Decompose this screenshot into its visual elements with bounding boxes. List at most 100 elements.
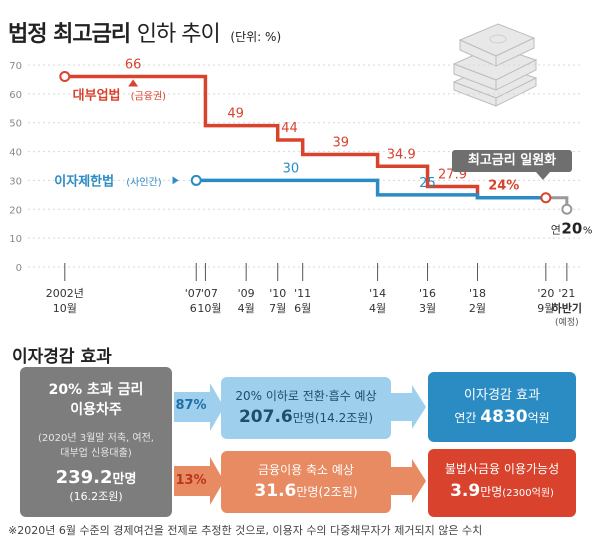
unified-end-marker (561, 203, 573, 215)
lender-value-label: 49 (227, 107, 244, 122)
x-tick-label-top: '16 (419, 287, 436, 300)
lender-law-line (64, 74, 546, 200)
y-tick-label: 70 (9, 61, 22, 72)
x-tick-label-bottom: 4월 (369, 302, 386, 315)
y-tick-label: 50 (9, 119, 22, 130)
x-tick-label-top: '07 (185, 287, 202, 300)
bottom-result-unit: 만명 (480, 485, 503, 499)
y-tick-label: 40 (9, 148, 22, 159)
y-tick-label: 30 (9, 176, 22, 187)
bottom-mid-unit: 만명 (296, 485, 319, 499)
source-sub: (16.2조원) (69, 490, 123, 503)
x-tick-label-top: '10 (269, 287, 286, 300)
bottom-mid-line: 금융이용 축소 예상 (258, 463, 354, 477)
y-tick-label: 10 (9, 234, 22, 245)
flow-arrows (174, 383, 426, 505)
x-tick-label-top: '18 (469, 287, 486, 300)
bottom-mid-value-line: 31.6만명(2조원) (221, 481, 391, 501)
x-tick-label-top: '14 (369, 287, 386, 300)
footnote: ※2020년 6월 수준의 경제여건을 전제로 추정한 것으로, 이용자 수의 … (8, 524, 483, 537)
x-tick-label-bottom: 10월 (197, 302, 221, 315)
bottom-mid-box: 금융이용 축소 예상 31.6만명(2조원) (221, 451, 391, 513)
bottom-pct: 13% (175, 473, 207, 488)
top-result-value-line: 연간 4830억원 (428, 407, 576, 427)
top-result-unit: 억원 (527, 411, 550, 425)
lender-end-marker (540, 192, 552, 204)
source-note1: (2020년 3월말 저축, 여전, (37, 433, 154, 444)
bottom-right-arrow (390, 459, 426, 503)
source-unit: 만명 (112, 472, 137, 487)
unified-suffix-label: % (583, 225, 593, 236)
x-tick-note: (예정) (555, 317, 579, 328)
bottom-result-value: 3.9 (450, 481, 481, 501)
rate-chart: 0 10 20 30 40 50 60 70 2002년 10월 '07 6 '07 10월 '09 4월 '1… (9, 58, 593, 328)
x-tick-label-top: '11 (294, 287, 311, 300)
interest-start-marker (190, 174, 202, 186)
lender-value-label: 39 (333, 135, 350, 150)
effects-title: 이자경감 효과 (12, 347, 112, 367)
source-box: 20% 초과 금리 이용차주 (2020년 3월말 저축, 여전, 대부업 신용… (20, 367, 172, 517)
source-value: 239.2 (55, 467, 113, 488)
unified-prefix-label: 연 (551, 223, 561, 236)
top-result-value: 4830 (480, 407, 528, 427)
money-stack-icon (452, 23, 538, 107)
x-tick-label-top: '07 (201, 287, 218, 300)
x-tick-label-bottom: 6월 (294, 302, 311, 315)
unified-value-label: 20 (561, 219, 582, 237)
x-tick-label-bottom: 3월 (419, 302, 436, 315)
lender-series-name: 대부업법 (73, 88, 121, 104)
lender-pointer (128, 79, 139, 87)
bottom-result-value-line: 3.9만명(2300억원) (428, 481, 576, 501)
top-pct: 87% (175, 398, 207, 413)
lender-value-label: 34.9 (387, 147, 416, 162)
source-note2: 대부업 신용대출) (60, 448, 132, 459)
top-mid-value-line: 207.6만명(14.2조원) (221, 407, 391, 427)
interest-value-label: 25 (419, 176, 436, 191)
top-result-prefix: 연간 (454, 411, 477, 425)
y-tick-label: 0 (16, 263, 22, 274)
y-tick-label: 20 (9, 205, 22, 216)
bottom-result-box: 불법사금융 이용가능성 3.9만명(2300억원) (428, 449, 576, 517)
title-light: 인하 추이 (136, 22, 221, 47)
top-mid-line: 20% 이하로 전환·흡수 예상 (235, 389, 377, 403)
interest-pointer (172, 176, 179, 185)
top-mid-box: 20% 이하로 전환·흡수 예상 207.6만명(14.2조원) (221, 377, 391, 439)
x-tick-label-top: '20 (537, 287, 554, 300)
x-tick-label-top: '21 (558, 287, 575, 300)
lender-series-note: (금융권) (131, 91, 167, 103)
bottom-left-arrow (174, 457, 224, 505)
x-tick-label-bottom: 7월 (269, 302, 286, 315)
x-tick-label-bottom: 하반기 (552, 301, 582, 315)
lender-start-marker (59, 71, 71, 83)
x-tick-label-bottom: 4월 (238, 302, 255, 315)
page-title: 법정 최고금리 인하 추이 (단위: %) (8, 16, 281, 48)
title-bold: 법정 최고금리 (8, 22, 131, 47)
interest-limit-law-line (196, 178, 546, 200)
bottom-result-sub: (2300억원) (502, 488, 554, 499)
top-result-box: 이자경감 효과 연간 4830억원 (428, 372, 576, 442)
source-value-line: 239.2만명 (20, 467, 172, 488)
x-tick-label-top: 2002년 (46, 287, 84, 300)
top-mid-sub: (14.2조원) (314, 411, 374, 425)
x-tick-label-bottom: 6 (190, 302, 197, 315)
top-left-arrow (174, 383, 224, 431)
unification-callout: 최고금리 일원화 (452, 150, 572, 180)
lender-value-label: 24% (488, 179, 519, 194)
interest-series-name: 이자제한법 (54, 173, 114, 189)
bottom-mid-value: 31.6 (254, 481, 297, 501)
top-right-arrow (390, 385, 426, 429)
interest-value-label: 30 (283, 161, 300, 176)
x-tick-label-top: '09 (238, 287, 255, 300)
interest-series-note: (사인간) (126, 176, 162, 188)
top-result-line: 이자경감 효과 (464, 388, 540, 403)
x-tick-label-bottom: 10월 (53, 302, 77, 315)
x-tick-label-bottom: 2월 (469, 302, 486, 315)
bottom-mid-sub: (2조원) (318, 485, 358, 499)
bottom-result-line: 불법사금융 이용가능성 (444, 462, 560, 476)
source-line1: 20% 초과 금리 (48, 382, 144, 398)
x-tick-label-bottom: 9월 (537, 302, 554, 315)
y-tick-label: 60 (9, 90, 22, 101)
unit-label: (단위: %) (230, 30, 282, 44)
lender-value-label: 44 (281, 121, 298, 136)
